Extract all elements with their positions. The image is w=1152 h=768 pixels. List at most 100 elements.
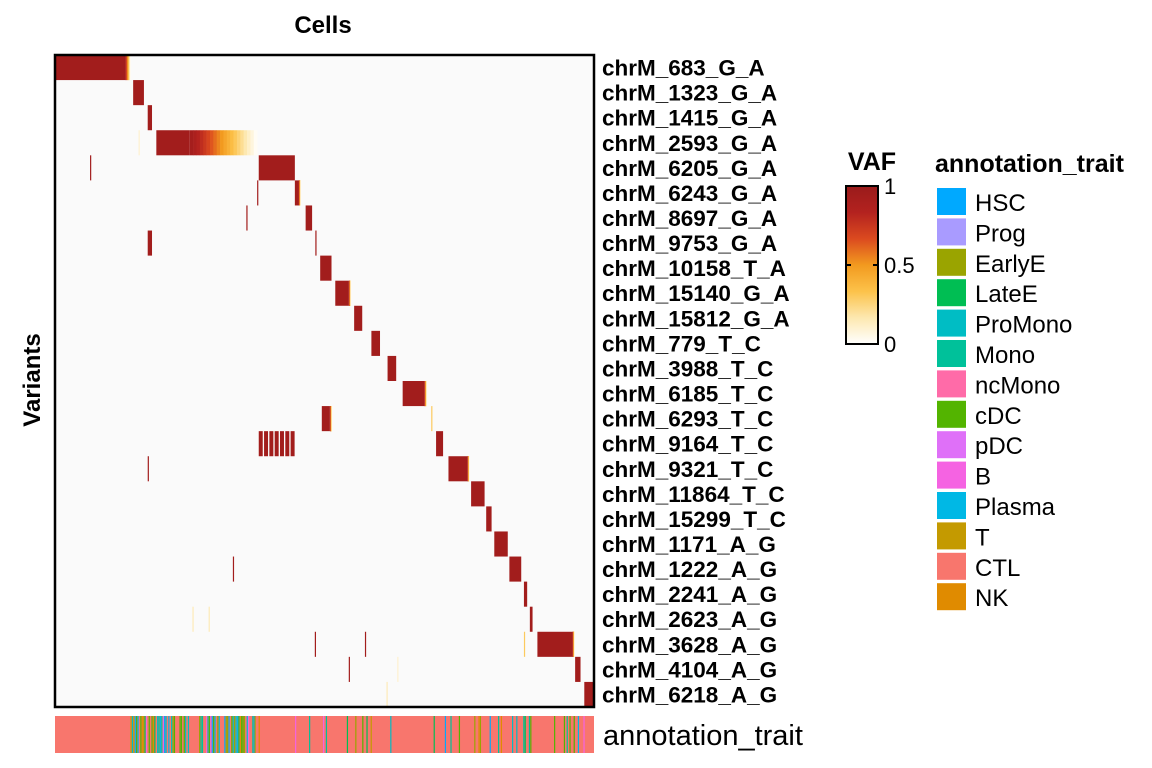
heatmap-cell-fade — [203, 130, 207, 156]
annotation-tick — [217, 716, 219, 753]
row-label: chrM_1222_A_G — [602, 557, 777, 582]
annotation-tick — [168, 716, 170, 753]
annotation-tick — [213, 716, 215, 753]
heatmap-cell — [537, 631, 573, 657]
legend-label: ncMono — [975, 372, 1060, 399]
row-label: chrM_11864_T_C — [602, 482, 785, 507]
heatmap-cell — [138, 130, 140, 156]
annotation-tick — [201, 716, 204, 753]
heatmap-cell — [471, 481, 485, 507]
annotation-legend-title: annotation_trait — [935, 150, 1125, 178]
annotation-tick — [554, 716, 556, 753]
row-label: chrM_15812_G_A — [602, 306, 790, 331]
annotation-tick — [152, 716, 155, 753]
row-label: chrM_3628_A_G — [602, 632, 777, 657]
annotation-tick — [136, 716, 138, 753]
heatmap-cell — [147, 230, 153, 256]
heatmap-cell — [431, 406, 433, 432]
annotation-tick — [173, 716, 176, 753]
annotation-tick — [137, 716, 139, 753]
heatmap-cell — [348, 656, 350, 682]
row-label: chrM_4104_A_G — [602, 657, 777, 682]
heatmap-cell-fade — [250, 130, 255, 156]
legend-swatch — [937, 461, 966, 489]
annotation-tick — [157, 716, 159, 753]
annotation-tick — [141, 716, 143, 753]
annotation-tick — [159, 716, 162, 753]
annotation-tick — [161, 716, 163, 753]
heatmap-cell — [55, 55, 126, 81]
heatmap-cell — [274, 431, 279, 457]
heatmap-cell-fade — [130, 55, 131, 81]
legend-label: Plasma — [975, 494, 1056, 521]
annotation-tick — [232, 716, 234, 753]
annotation-tick — [252, 716, 254, 753]
annotation-tick — [239, 716, 241, 753]
annotation-tick — [158, 716, 160, 753]
legend-label: T — [975, 524, 990, 551]
legend-swatch — [937, 492, 966, 519]
heatmap-cell — [486, 506, 492, 532]
annotation-tick — [478, 716, 480, 753]
legend-label: HSC — [975, 190, 1026, 217]
heatmap-cell — [448, 456, 468, 482]
annotation-tick — [151, 716, 153, 753]
annotation-tick — [171, 716, 173, 753]
annotation-tick — [370, 716, 372, 753]
heatmap-cell — [258, 155, 295, 181]
row-label: chrM_779_T_C — [602, 331, 761, 356]
row-label: chrM_1323_G_A — [602, 81, 777, 106]
heatmap-cell — [246, 205, 248, 231]
annotation-tick — [134, 716, 136, 753]
heatmap-cell-fade — [230, 130, 234, 156]
heatmap-cell-fade — [199, 130, 204, 156]
annotation-tick — [144, 716, 146, 753]
heatmap-cell-fade — [220, 130, 224, 156]
row-label: chrM_2593_G_A — [602, 131, 777, 156]
annotation-tick — [569, 716, 571, 753]
heatmap-cell — [285, 431, 290, 457]
heatmap-cell — [305, 205, 313, 231]
row-label: chrM_6293_T_C — [602, 407, 773, 432]
heatmap-cell — [147, 456, 149, 482]
heatmap-cell — [279, 431, 284, 457]
annotation-tick — [577, 716, 580, 753]
annotation-tick — [489, 716, 491, 753]
legend-label: ProMono — [975, 312, 1072, 339]
vaf-legend-ticks: 00.51 — [846, 174, 915, 357]
heatmap-cell — [258, 431, 263, 457]
annotation-tick — [228, 716, 230, 753]
heatmap-cell — [133, 80, 144, 106]
annotation-tick — [433, 716, 435, 753]
annotation-tick — [145, 716, 148, 753]
heatmap-cell — [387, 355, 397, 381]
annotation-tick — [180, 716, 183, 753]
legend-label: NK — [975, 585, 1008, 612]
heatmap-cell — [314, 631, 316, 657]
row-label: chrM_1415_G_A — [602, 106, 777, 131]
annotation-tick — [366, 716, 368, 753]
legend-label: EarlyE — [975, 251, 1046, 278]
annotation-tick — [185, 716, 187, 753]
legend-swatch — [937, 248, 966, 276]
annotation-tick — [164, 716, 166, 753]
heatmap-cell — [232, 556, 235, 582]
annotation-tick — [130, 716, 132, 753]
heatmap-cell-fade — [196, 130, 201, 156]
annotation-tick — [309, 716, 311, 753]
heatmap-cell-fade — [247, 130, 251, 156]
heatmap-cell-fade — [206, 130, 211, 156]
annotation-tick — [254, 716, 256, 753]
annotation-tick — [200, 716, 202, 753]
heatmap-cell — [335, 280, 349, 306]
heatmap-cell-fade — [209, 130, 214, 156]
annotation-tick — [258, 716, 260, 753]
row-labels: chrM_683_G_AchrM_1323_G_AchrM_1415_G_Ach… — [602, 56, 790, 708]
heatmap-cell — [315, 230, 317, 256]
heatmap-cell — [156, 130, 190, 156]
legend-swatch — [937, 340, 966, 367]
heatmap-cell-fade — [189, 130, 194, 156]
legend-swatch — [937, 552, 966, 580]
annotation-tick — [199, 716, 201, 753]
